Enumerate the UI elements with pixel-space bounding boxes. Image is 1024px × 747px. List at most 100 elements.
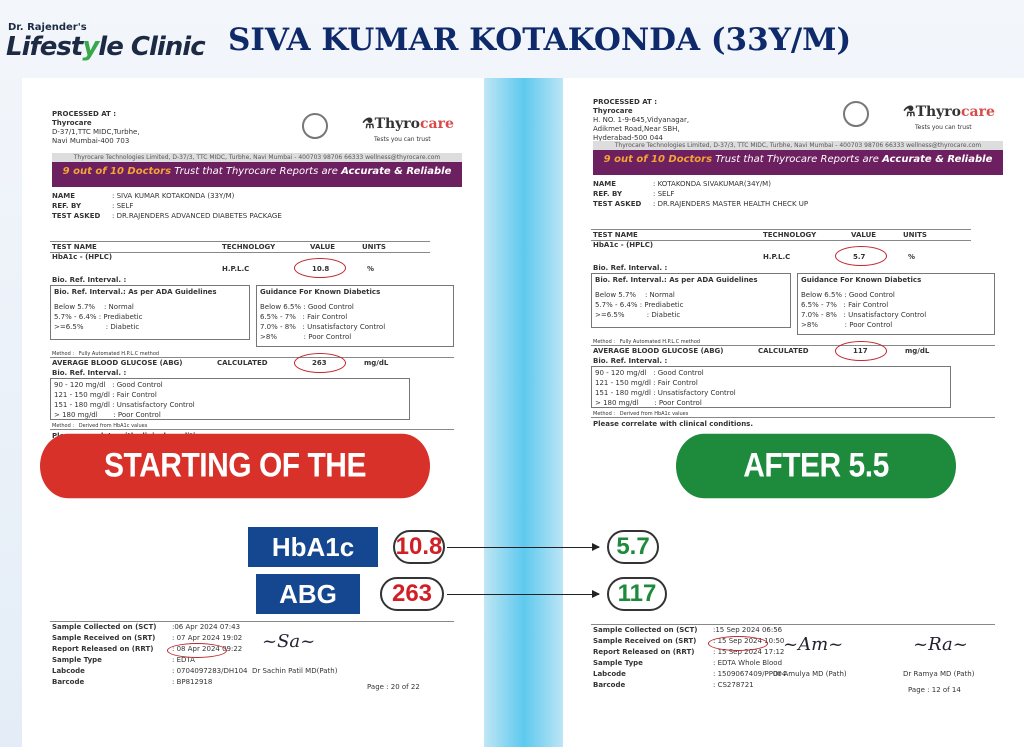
ada-row: >=6.5% : Diabetic (54, 323, 140, 331)
bio-ref-label: Bio. Ref. Interval. : (52, 276, 127, 284)
accreditation-seal-icon (302, 113, 328, 139)
bio-ref-label: Bio. Ref. Interval. : (593, 264, 668, 272)
technology-calculated: CALCULATED (217, 359, 268, 367)
ada-row: 5.7% - 6.4% : Prediabetic (54, 313, 143, 321)
method-note: Method : Derived from HbA1c values (52, 423, 148, 429)
trust-c: Accurate & Reliable (341, 166, 452, 177)
band-address: Thyrocare Technologies Limited, D-37/3, … (614, 142, 982, 149)
field-value: : DR.RAJENDERS ADVANCED DIABETES PACKAGE (112, 212, 282, 220)
signature-image: ~Ra~ (913, 634, 968, 655)
test-hba1c: HbA1c - (HPLC) (52, 253, 113, 261)
field-label: NAME (593, 180, 617, 188)
footer-label: Report Released on (RRT) (52, 645, 154, 653)
signature-image: ~Sa~ (262, 631, 316, 652)
logo-figure-icon: y (82, 32, 99, 62)
lab-address: D-37/1,TTC MIDC,Turbhe, (52, 128, 140, 136)
trust-text: 9 out of 10 Doctors Trust that Thyrocare… (52, 166, 462, 177)
trust-text: 9 out of 10 Doctors Trust that Thyrocare… (593, 154, 1003, 165)
band-address: Thyrocare Technologies Limited, D-37/3, … (73, 154, 441, 161)
known-title: Guidance For Known Diabetics (260, 288, 381, 296)
divider (591, 229, 971, 230)
hba1c-label: HbA1c (248, 527, 378, 567)
brand-b: care (420, 116, 454, 132)
highlight-circle (835, 341, 887, 361)
report-content: PROCESSED AT : Thyrocare H. NO. 1-9-645,Vi… (563, 78, 1024, 747)
footer-label: Sample Collected on (SCT) (52, 623, 157, 631)
divider-strip (484, 78, 564, 747)
footer-value: : CS278721 (713, 681, 754, 689)
technology-hplc: H.P.L.C (763, 253, 791, 261)
footer-label: Report Released on (RRT) (593, 648, 695, 656)
known-row: 7.0% - 8% : Unsatisfactory Control (801, 311, 927, 319)
footer-label: Sample Received on (SRT) (593, 637, 697, 645)
doctor-name: Dr Sachin Patil MD(Path) (252, 667, 338, 675)
abg-ref-row: 90 - 120 mg/dl : Good Control (595, 369, 704, 377)
doctor-name: Dr Amulya MD (Path) (773, 670, 847, 678)
bio-ref-label: Bio. Ref. Interval. : (593, 357, 668, 365)
ada-row: 5.7% - 6.4% : Prediabetic (595, 301, 684, 309)
known-row: Below 6.5% : Good Control (801, 291, 895, 299)
footer-label: Sample Type (52, 656, 102, 664)
field-value: : KOTAKONDA SIVAKUMAR(34Y/M) (653, 180, 771, 188)
abg-ref-box (591, 366, 951, 408)
col-test-name: TEST NAME (52, 243, 97, 251)
abg-before: 263 (380, 577, 444, 611)
footer-value: : BP812918 (172, 678, 213, 686)
ada-row: Below 5.7% : Normal (54, 303, 134, 311)
field-label: REF. BY (593, 190, 623, 198)
logo-text: Lifestyle Clinic (6, 32, 206, 62)
ada-box (591, 273, 791, 328)
signature-image: ~Am~ (783, 634, 844, 655)
processed-at-label: PROCESSED AT : (593, 98, 658, 106)
logo-prefix: Dr. Rajender's (8, 22, 87, 33)
ada-row: Below 5.7% : Normal (595, 291, 675, 299)
arrow-right-icon (447, 543, 600, 551)
divider (50, 252, 430, 253)
ada-title: Bio. Ref. Interval.: As per ADA Guidelin… (595, 276, 758, 284)
trust-b: Trust that Thyrocare Reports are (712, 154, 883, 165)
unit-mgdl: mg/dL (364, 359, 389, 367)
hba1c-after: 5.7 (607, 530, 659, 564)
test-abg: AVERAGE BLOOD GLUCOSE (ABG) (52, 359, 183, 367)
accreditation-seal-icon (843, 101, 869, 127)
footer-value: : 0704097283/DH104 (172, 667, 248, 675)
report-before: PROCESSED AT : Thyrocare D-37/1,TTC MIDC,T… (22, 78, 484, 747)
footer-label: Labcode (52, 667, 85, 675)
known-row: 6.5% - 7% : Fair Control (801, 301, 889, 309)
page-title: SIVA KUMAR KOTAKONDA (33Y/M) (228, 22, 852, 58)
ada-box (50, 285, 250, 340)
footer-label: Barcode (593, 681, 626, 689)
footer-label: Sample Received on (SRT) (52, 634, 156, 642)
test-hba1c: HbA1c - (HPLC) (593, 241, 654, 249)
banner-start: STARTING OF THE PROGRAM (40, 433, 430, 549)
col-test-name: TEST NAME (593, 231, 638, 239)
highlight-circle (294, 353, 346, 373)
hba1c-before: 10.8 (393, 530, 445, 564)
trust-a: 9 out of 10 Doctors (603, 154, 713, 165)
brand-tagline: Tests you can trust (915, 124, 972, 131)
known-diabetics-box (797, 273, 995, 335)
method-note: Method : Fully Automated H.P.L.C method (593, 339, 701, 345)
lab-name: Thyrocare (593, 107, 633, 115)
abg-ref-row: > 180 mg/dl : Poor Control (595, 399, 702, 407)
abg-ref-row: > 180 mg/dl : Poor Control (54, 411, 161, 419)
divider (50, 357, 454, 358)
known-row: >8% : Poor Control (260, 333, 352, 341)
footer-label: Sample Type (593, 659, 643, 667)
field-value: : SELF (112, 202, 134, 210)
method-note: Method : Derived from HbA1c values (593, 411, 689, 417)
col-technology: TECHNOLOGY (763, 231, 817, 239)
test-abg: AVERAGE BLOOD GLUCOSE (ABG) (593, 347, 724, 355)
footer-value: : EDTA Whole Blood (713, 659, 783, 667)
trust-banner: Thyrocare Technologies Limited, D-37/3, … (52, 153, 462, 187)
abg-ref-row: 121 - 150 mg/dl : Fair Control (54, 391, 157, 399)
arrow-right-icon (447, 590, 600, 598)
technology-hplc: H.P.L.C (222, 265, 250, 273)
col-value: VALUE (310, 243, 336, 251)
abg-ref-row: 121 - 150 mg/dl : Fair Control (595, 379, 698, 387)
bio-ref-label: Bio. Ref. Interval. : (52, 369, 127, 377)
col-value: VALUE (851, 231, 877, 239)
ada-title: Bio. Ref. Interval.: As per ADA Guidelin… (54, 288, 217, 296)
field-value: : SELF (653, 190, 675, 198)
col-units: UNITS (362, 243, 386, 251)
